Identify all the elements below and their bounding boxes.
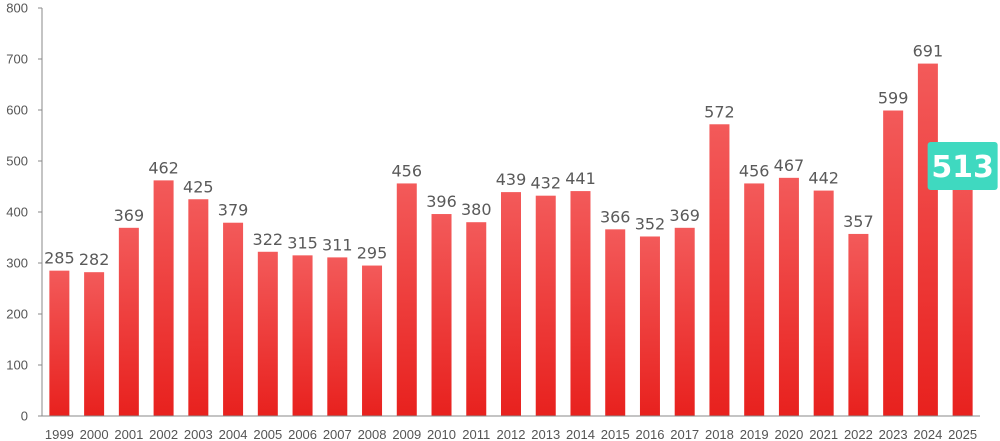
y-tick-label: 800 xyxy=(6,1,28,16)
value-label-2000: 282 xyxy=(79,250,110,269)
bar-2006 xyxy=(292,255,313,416)
bar-2005 xyxy=(257,251,278,416)
value-label-2010: 396 xyxy=(426,192,457,211)
value-label-2020: 467 xyxy=(774,156,805,175)
value-label-2017: 369 xyxy=(669,206,700,225)
x-tick-label-2024: 2024 xyxy=(913,427,942,441)
y-tick-label: 700 xyxy=(6,52,28,67)
y-tick-label: 100 xyxy=(6,358,28,373)
value-label-2013: 432 xyxy=(530,174,561,193)
bar-2010 xyxy=(431,214,452,416)
bar-2013 xyxy=(535,195,556,416)
x-tick-label-2010: 2010 xyxy=(427,427,456,441)
x-tick-label-2001: 2001 xyxy=(114,427,143,441)
bar-2012 xyxy=(501,192,521,416)
y-tick-label: 300 xyxy=(6,256,28,271)
value-label-2012: 439 xyxy=(496,170,527,189)
value-label-2004: 379 xyxy=(218,201,249,220)
value-label-2006: 315 xyxy=(287,233,318,252)
x-axis: 1999 2000 2001 2002 2003 2004 2005 2006 2007 2008… xyxy=(42,415,980,441)
value-label-2022: 357 xyxy=(843,212,874,231)
value-label-2021: 442 xyxy=(808,169,839,188)
bar-2024 xyxy=(917,63,938,417)
x-tick-label-2017: 2017 xyxy=(670,427,699,441)
x-tick-label-2018: 2018 xyxy=(705,427,734,441)
x-tick-label-2002: 2002 xyxy=(149,427,178,441)
x-tick-label-2003: 2003 xyxy=(184,427,213,441)
bar-2002 xyxy=(153,180,174,416)
x-tick-label-2025: 2025 xyxy=(948,427,977,441)
x-tick-label-2004: 2004 xyxy=(219,427,248,441)
value-label-2007: 311 xyxy=(322,235,353,254)
bar-2021 xyxy=(813,190,834,416)
bar-2011 xyxy=(466,222,487,416)
value-label-2014: 441 xyxy=(565,169,596,188)
x-tick-label-2011: 2011 xyxy=(462,427,490,441)
bar-2016 xyxy=(639,236,660,416)
value-label-2011: 380 xyxy=(461,200,492,219)
bar-2020 xyxy=(778,177,799,416)
y-tick-label: 200 xyxy=(6,307,28,322)
bar-2018 xyxy=(709,124,730,416)
y-tick-label: 600 xyxy=(6,103,28,118)
x-tick-label-2016: 2016 xyxy=(636,427,665,441)
highlight-value: 513 xyxy=(931,150,994,185)
y-tick-label: 0 xyxy=(21,409,28,424)
bar-2014 xyxy=(570,191,591,416)
x-tick-label-2019: 2019 xyxy=(740,427,769,441)
value-label-2002: 462 xyxy=(148,158,179,177)
x-tick-label-2009: 2009 xyxy=(392,427,421,441)
y-tick-label: 500 xyxy=(6,154,28,169)
bar-2017 xyxy=(674,227,695,416)
bar-2008 xyxy=(362,265,383,416)
bar-2003 xyxy=(188,199,209,416)
y-axis: 0 100 200 300 400 500 600 700 800 xyxy=(6,1,43,424)
highlight-callout: 513 xyxy=(927,142,998,190)
x-tick-label-2021: 2021 xyxy=(809,427,838,441)
x-tick-label-2000: 2000 xyxy=(80,427,109,441)
x-tick-label-2014: 2014 xyxy=(566,427,595,441)
x-tick-label-1999: 1999 xyxy=(45,427,74,441)
x-tick-label-2013: 2013 xyxy=(531,427,560,441)
x-tick-label-2006: 2006 xyxy=(288,427,317,441)
bar-2022 xyxy=(848,233,869,416)
value-label-2001: 369 xyxy=(114,206,145,225)
x-tick-label-2005: 2005 xyxy=(253,427,282,441)
value-label-2009: 456 xyxy=(392,161,423,180)
x-tick-label-2022: 2022 xyxy=(844,427,873,441)
bars xyxy=(49,63,973,417)
x-tick-label-2008: 2008 xyxy=(358,427,387,441)
x-tick-label-2020: 2020 xyxy=(774,427,803,441)
value-label-2003: 425 xyxy=(183,177,214,196)
value-label-2015: 366 xyxy=(600,207,631,226)
x-tick-label-2012: 2012 xyxy=(497,427,526,441)
x-tick-label-2015: 2015 xyxy=(601,427,630,441)
value-label-2024: 691 xyxy=(913,42,944,61)
bar-2025 xyxy=(952,154,973,416)
value-label-2019: 456 xyxy=(739,161,770,180)
y-tick-label: 400 xyxy=(6,205,28,220)
bar-2015 xyxy=(605,229,626,416)
value-label-2005: 322 xyxy=(253,230,284,249)
bar-2023 xyxy=(883,110,904,416)
bar-2000 xyxy=(84,272,105,416)
value-label-1999: 285 xyxy=(44,249,75,268)
bar-2001 xyxy=(118,227,139,416)
bar-2019 xyxy=(744,183,765,416)
value-label-2023: 599 xyxy=(878,89,909,108)
x-tick-label-2007: 2007 xyxy=(323,427,352,441)
bar-2004 xyxy=(223,222,244,416)
value-label-2018: 572 xyxy=(704,102,735,121)
bar-2007 xyxy=(327,257,348,416)
highlight-badge xyxy=(927,142,998,190)
bar-2009 xyxy=(396,183,417,416)
value-label-2008: 295 xyxy=(357,244,388,263)
value-label-2016: 352 xyxy=(635,214,666,233)
x-tick-label-2023: 2023 xyxy=(879,427,908,441)
bar-1999 xyxy=(49,270,70,416)
